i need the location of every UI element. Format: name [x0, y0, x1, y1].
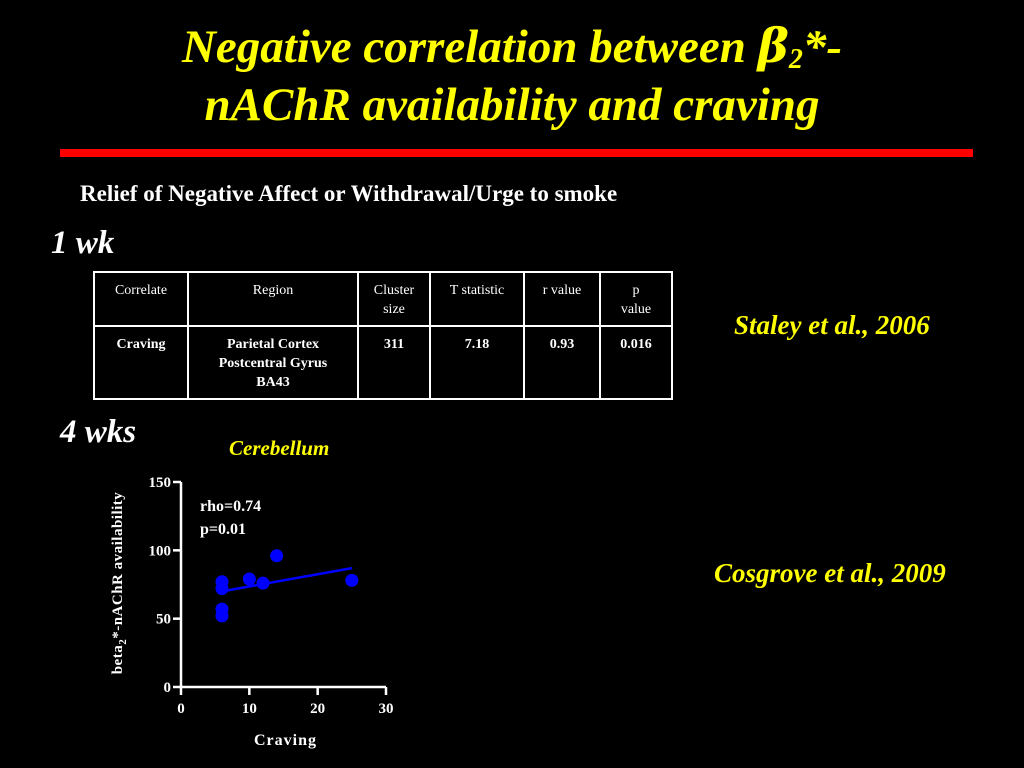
title-text-pre: Negative correlation between: [181, 21, 758, 73]
header-p-value: p value: [599, 271, 673, 327]
slide-subtitle: Relief of Negative Affect or Withdrawal/…: [80, 181, 618, 206]
y-tick-label: 150: [149, 475, 172, 491]
week1-label: 1 wk: [51, 225, 115, 261]
x-tick-label: 20: [310, 701, 325, 717]
y-axis-label-pre: beta: [110, 645, 126, 675]
data-point: [270, 549, 284, 563]
region-line3: BA43: [256, 375, 290, 390]
header-r-value: r value: [523, 271, 601, 327]
y-tick-label: 0: [164, 680, 172, 696]
cell-correlate: Craving: [93, 325, 189, 400]
slide-title-line1: Negative correlation between β2*-: [40, 18, 984, 76]
week4-label: 4 wks: [60, 414, 137, 450]
data-point: [242, 572, 256, 586]
table-row: Craving Parietal Cortex Postcentral Gyru…: [93, 325, 673, 400]
title-underline: [60, 149, 973, 157]
x-tick-label: 30: [379, 701, 394, 717]
cell-p-value: 0.016: [599, 325, 673, 400]
header-correlate: Correlate: [93, 271, 189, 327]
beta-symbol: β: [757, 19, 789, 74]
data-point: [345, 573, 359, 587]
y-axis-label-sub: 2: [117, 639, 129, 645]
title-text-post: *-: [802, 21, 842, 73]
header-cluster-size: Cluster size: [357, 271, 431, 327]
cell-t-statistic: 7.18: [429, 325, 525, 400]
data-point: [215, 609, 229, 623]
citation-staley: Staley et al., 2006: [734, 310, 930, 340]
cell-cluster-size: 311: [357, 325, 431, 400]
chart-title: Cerebellum: [229, 436, 330, 460]
y-axis-label: beta2*-nAChR availability: [110, 492, 129, 675]
cell-region: Parietal Cortex Postcentral Gyrus BA43: [187, 325, 359, 400]
cell-r-value: 0.93: [523, 325, 601, 400]
annotation-rho: rho=0.74: [200, 498, 261, 515]
data-point: [215, 582, 229, 596]
data-point: [256, 576, 270, 590]
correlation-table: Correlate Region Cluster size T statistic…: [93, 271, 673, 400]
y-tick-label: 100: [149, 543, 172, 559]
x-tick-label: 10: [242, 701, 257, 717]
slide-title-line2: nAChR availability and craving: [204, 79, 820, 131]
region-line2: Postcentral Gyrus: [218, 356, 328, 371]
regression-line: [221, 566, 353, 593]
y-tick-label: 50: [156, 612, 171, 628]
citation-cosgrove: Cosgrove et al., 2009: [714, 558, 946, 588]
slide-title: Negative correlation between β2*- nAChR …: [40, 18, 984, 134]
x-axis-label: Craving: [254, 732, 317, 749]
header-region: Region: [187, 271, 359, 327]
header-t-statistic: T statistic: [429, 271, 525, 327]
header-cluster-size-text: Cluster size: [373, 283, 415, 317]
x-tick-label: 0: [177, 701, 185, 717]
y-axis-label-post: *-nAChR availability: [110, 492, 126, 639]
region-line1: Parietal Cortex: [226, 337, 320, 352]
annotation-p: p=0.01: [200, 521, 246, 538]
header-p-value-text: p value: [620, 283, 652, 317]
beta-subscript: 2: [788, 44, 803, 75]
table-header-row: Correlate Region Cluster size T statistic…: [93, 271, 673, 327]
